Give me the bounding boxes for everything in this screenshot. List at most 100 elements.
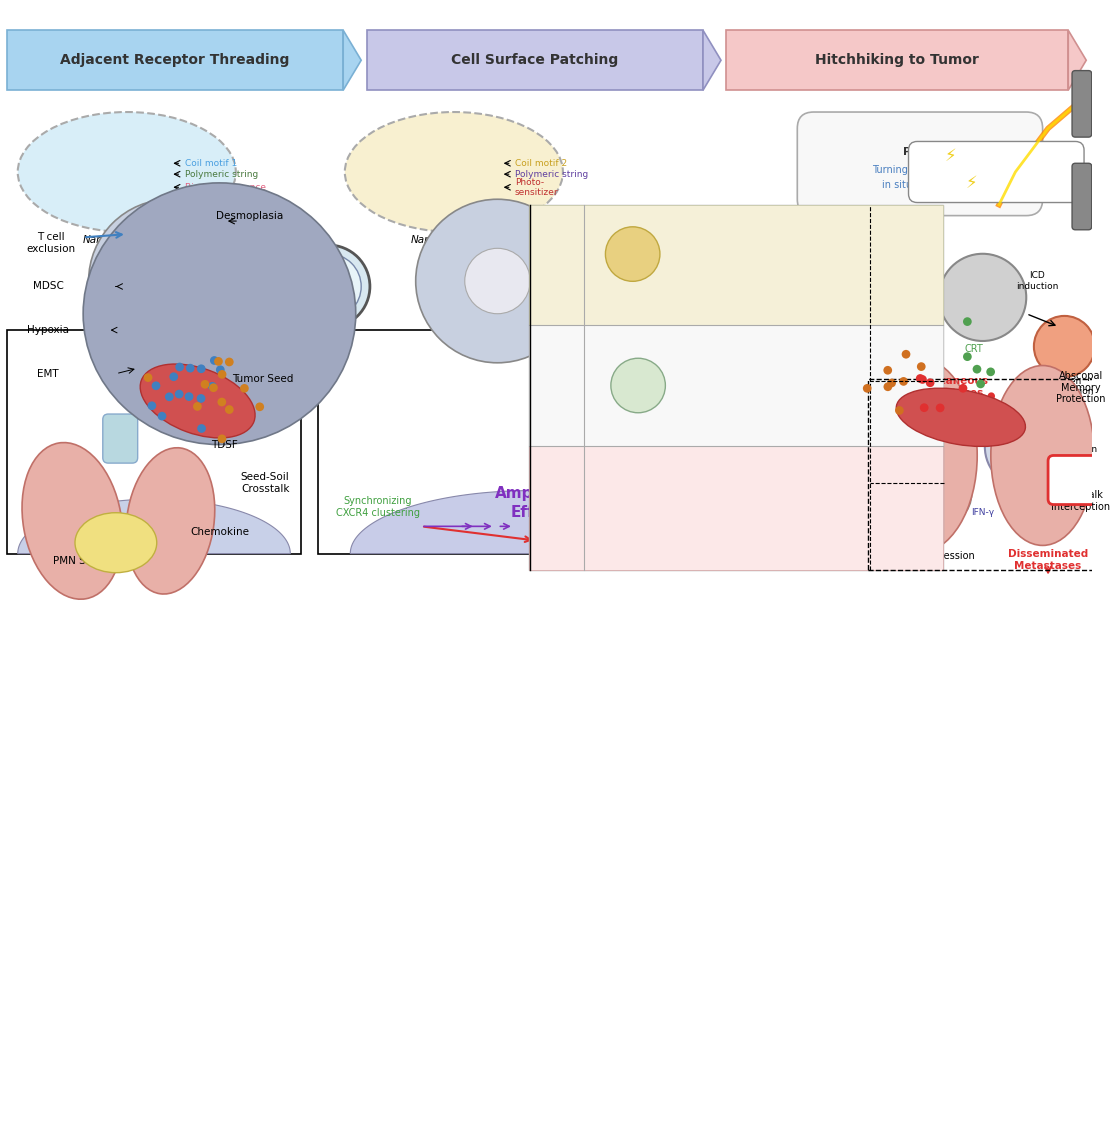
Ellipse shape <box>75 513 157 572</box>
Text: CXCR4: CXCR4 <box>593 392 618 401</box>
Text: CRT: CRT <box>965 343 984 353</box>
Text: Metastases: Metastases <box>1015 561 1082 570</box>
Text: Nanothread-2: Nanothread-2 <box>410 235 482 245</box>
Text: TDSF: TDSF <box>212 439 238 449</box>
Text: PDT:: PDT: <box>902 148 931 157</box>
Text: CXCR4
Clustering: CXCR4 Clustering <box>735 345 781 365</box>
Circle shape <box>973 365 981 374</box>
Text: Cell Surface Patching: Cell Surface Patching <box>451 53 618 68</box>
Text: Photo-
sensitizer: Photo- sensitizer <box>515 177 558 196</box>
Circle shape <box>209 384 218 392</box>
Circle shape <box>144 374 153 382</box>
Text: ⊗: ⊗ <box>1064 470 1081 489</box>
Circle shape <box>986 368 995 376</box>
Text: ① EMT: ① EMT <box>853 476 881 485</box>
Circle shape <box>197 365 206 374</box>
Circle shape <box>939 254 1026 341</box>
Text: ① Removing physical barriers
② Reducing immunological barriers: ① Removing physical barriers ② Reducing … <box>716 239 866 259</box>
Text: Crosstalk
Interception: Crosstalk Interception <box>1052 490 1111 513</box>
Text: Nanothread-1: Nanothread-1 <box>84 235 155 245</box>
Text: PMN
soil: PMN soil <box>624 528 642 548</box>
Circle shape <box>962 352 971 361</box>
Text: Distant
lung: Distant lung <box>706 528 734 548</box>
Circle shape <box>185 392 194 401</box>
Text: Effect: Effect <box>510 505 560 519</box>
Text: T cell
activation: T cell activation <box>1053 435 1098 454</box>
Circle shape <box>217 397 226 406</box>
Text: MDSC: MDSC <box>32 281 63 291</box>
Text: Polymeric string: Polymeric string <box>515 169 588 178</box>
Circle shape <box>138 248 203 314</box>
Circle shape <box>863 384 871 393</box>
Text: Polymeric string: Polymeric string <box>185 169 257 178</box>
Text: T cell
recruitment: T cell recruitment <box>867 233 925 254</box>
Text: EMT: EMT <box>38 369 59 378</box>
Ellipse shape <box>858 358 977 553</box>
Text: ICD
induction: ICD induction <box>1016 271 1058 291</box>
Text: Tumor Seed: Tumor Seed <box>233 374 294 384</box>
Circle shape <box>926 378 935 387</box>
FancyBboxPatch shape <box>317 330 743 553</box>
Polygon shape <box>350 491 710 553</box>
FancyBboxPatch shape <box>367 30 703 90</box>
Circle shape <box>883 383 892 391</box>
Text: O₂: O₂ <box>833 369 847 379</box>
Text: Chemokine: Chemokine <box>190 527 248 536</box>
Text: assembly: assembly <box>311 286 346 295</box>
Circle shape <box>175 362 184 371</box>
Text: Hypoxia: Hypoxia <box>27 325 69 335</box>
Polygon shape <box>703 30 721 90</box>
Circle shape <box>901 350 910 359</box>
Circle shape <box>887 378 896 387</box>
Text: Spontaneous: Spontaneous <box>911 376 988 386</box>
Circle shape <box>225 358 234 366</box>
Text: IFN-γ: IFN-γ <box>971 508 994 517</box>
Circle shape <box>197 425 206 432</box>
Text: ③ PMN ↓: ③ PMN ↓ <box>848 525 887 534</box>
FancyBboxPatch shape <box>529 325 944 446</box>
Text: Immunosuppression
Reversal: Immunosuppression Reversal <box>547 219 566 310</box>
Text: Seed: Seed <box>693 498 714 507</box>
Circle shape <box>959 384 967 393</box>
Text: ② Seed-soil crosstalk ↓: ② Seed-soil crosstalk ↓ <box>817 498 907 507</box>
Circle shape <box>976 379 985 388</box>
Text: Amplified: Amplified <box>495 487 576 501</box>
Polygon shape <box>1068 30 1086 90</box>
Text: Coil motif 2: Coil motif 2 <box>515 159 567 168</box>
FancyBboxPatch shape <box>529 204 944 325</box>
Circle shape <box>201 380 209 388</box>
Text: Seed-Soil
Crosstalk: Seed-Soil Crosstalk <box>241 472 290 493</box>
Text: Metastasis Cascade
Suppression: Metastasis Cascade Suppression <box>547 463 566 552</box>
FancyBboxPatch shape <box>726 30 1068 90</box>
Circle shape <box>296 254 361 320</box>
Ellipse shape <box>345 112 563 231</box>
Text: ① Survival pathway ↓: ① Survival pathway ↓ <box>605 412 704 420</box>
Circle shape <box>895 406 903 414</box>
Circle shape <box>287 245 370 327</box>
Circle shape <box>985 405 1067 488</box>
Polygon shape <box>18 499 291 553</box>
FancyBboxPatch shape <box>1072 164 1092 230</box>
Text: PMN regression: PMN regression <box>899 551 975 561</box>
Ellipse shape <box>897 388 1026 446</box>
FancyBboxPatch shape <box>7 330 301 553</box>
Circle shape <box>214 357 223 366</box>
Text: Antigen
presentation: Antigen presentation <box>1036 377 1093 396</box>
Text: Local Immune
Response: Local Immune Response <box>961 161 1030 183</box>
Text: CXCR4
Clustering: CXCR4 Clustering <box>754 492 794 513</box>
FancyBboxPatch shape <box>529 446 944 570</box>
Circle shape <box>225 405 234 414</box>
Text: Synchronizing
Mechanotransduction: Synchronizing Mechanotransduction <box>646 496 752 517</box>
Text: Coil motif 1: Coil motif 1 <box>185 159 237 168</box>
FancyBboxPatch shape <box>1072 71 1092 137</box>
Text: Tumor
killing: Tumor killing <box>920 516 948 535</box>
FancyBboxPatch shape <box>1048 455 1097 505</box>
Text: ⚡: ⚡ <box>966 174 978 192</box>
Circle shape <box>883 366 892 375</box>
Text: Coiled-coil: Coiled-coil <box>309 273 349 282</box>
Circle shape <box>610 358 665 413</box>
Circle shape <box>240 384 248 393</box>
Polygon shape <box>343 30 361 90</box>
Text: Metastases: Metastases <box>917 388 984 399</box>
Circle shape <box>165 393 174 401</box>
